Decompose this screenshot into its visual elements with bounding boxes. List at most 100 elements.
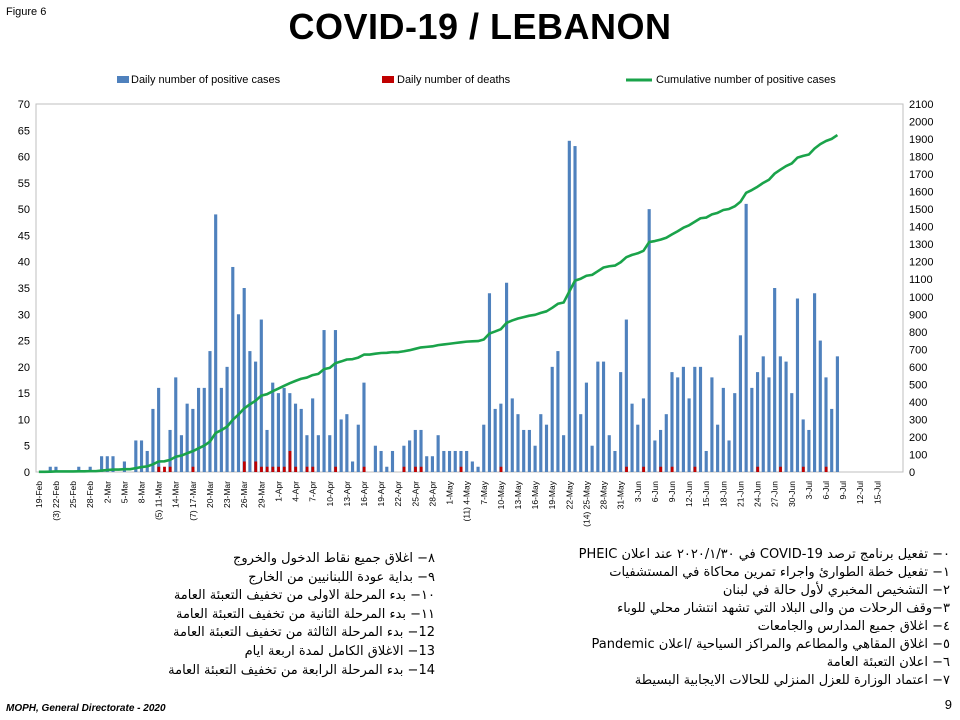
cases-bar: [316, 435, 320, 472]
cases-bar: [419, 429, 423, 472]
y-left-tick-label: 55: [18, 178, 30, 190]
cases-bar: [778, 356, 782, 472]
deaths-bar: [402, 466, 406, 472]
x-tick-label: 3-Jul: [804, 481, 814, 500]
cases-bar: [265, 429, 269, 472]
cumulative-line: [38, 133, 839, 474]
cases-bar: [716, 424, 720, 472]
cases-bar: [333, 330, 338, 472]
x-tick-label: 8-Mar: [137, 481, 147, 503]
cases-bar: [727, 440, 731, 472]
plot-area: [35, 103, 904, 473]
deaths-bar: [277, 466, 280, 472]
cases-bar: [687, 398, 691, 472]
legend-swatch-deaths: [382, 76, 394, 83]
cases-bar: [413, 429, 417, 472]
x-tick-label: 25-Feb: [68, 481, 78, 508]
cases-bar: [390, 450, 395, 472]
x-tick-label: 26-Mar: [239, 481, 249, 508]
cases-bar: [835, 356, 839, 472]
y-left-tick-label: 35: [18, 283, 30, 295]
x-tick-label: 19-Apr: [376, 481, 386, 507]
y-right-tick-label: 2100: [909, 99, 933, 111]
x-tick-label: 25-Apr: [410, 481, 420, 507]
cases-bar: [818, 340, 822, 472]
y-right-tick-label: 1300: [909, 239, 933, 251]
deaths-bar: [265, 466, 269, 472]
x-tick-label: 14-Mar: [171, 481, 181, 508]
cases-bar: [105, 456, 109, 472]
note-item: ٠− تفعيل برنامج ترصد COVID-19 في ٢٠٢٠/١/…: [578, 547, 950, 562]
deaths-bar: [693, 466, 697, 472]
note-item: ٥− اغلاق المقاهي والمطاعم والمراكز السيا…: [591, 637, 950, 652]
y-right-tick-label: 100: [909, 449, 927, 461]
note-item: 12− بدء المرحلة الثالثة من تخفيف التعبئة…: [173, 625, 435, 641]
y-right-tick-label: 300: [909, 414, 927, 426]
cases-bar: [339, 419, 343, 472]
cases-bar: [801, 419, 805, 472]
cases-bar: [134, 440, 138, 472]
cases-bar: [562, 435, 566, 472]
y-right-tick-label: 400: [909, 397, 927, 409]
cases-bar: [813, 293, 817, 472]
cases-bar: [824, 377, 828, 472]
cases-bar: [151, 408, 155, 472]
cases-bar: [305, 435, 309, 472]
cases-bar: [482, 424, 486, 472]
cases-bar: [385, 466, 389, 472]
cases-bar: [704, 450, 708, 472]
y-left-tick-label: 40: [18, 257, 30, 269]
x-tick-label: (5) 11-Mar: [154, 481, 164, 520]
cases-bar: [550, 366, 554, 472]
note-item: ٩− بداية عودة اللبنانيين من الخارج: [248, 569, 435, 585]
deaths-bar: [459, 466, 463, 472]
x-tick-label: 24-Jun: [753, 481, 763, 507]
legend-label-deaths: Daily number of deaths: [397, 74, 511, 86]
deaths-bar: [271, 466, 275, 472]
deaths-bar: [282, 466, 286, 472]
x-tick-label: 12-Jul: [855, 481, 865, 504]
x-tick-label: 29-Mar: [256, 481, 266, 508]
cases-bar: [362, 382, 366, 472]
y-right-tick-label: 600: [909, 362, 927, 374]
cases-bar: [139, 440, 144, 472]
x-tick-label: 2-Mar: [102, 481, 112, 503]
cases-bar: [733, 393, 737, 472]
cases-bar: [174, 377, 178, 472]
cases-bar: [584, 382, 588, 472]
cases-bar: [168, 429, 172, 472]
cases-bar: [111, 456, 115, 472]
y-left-tick-label: 60: [18, 152, 30, 164]
cases-bar: [544, 424, 549, 472]
cases-bar: [373, 445, 377, 472]
x-tick-label: 27-Jun: [770, 481, 780, 507]
figure-label: Figure 6: [6, 6, 47, 18]
deaths-bar: [362, 466, 366, 472]
x-tick-label: 31-May: [616, 480, 626, 509]
cases-bar: [807, 429, 811, 472]
x-tick-label: 3-Jun: [633, 481, 643, 503]
x-tick-label: 28-Apr: [427, 481, 437, 507]
cases-bar: [379, 450, 383, 472]
cases-bar: [641, 398, 646, 472]
legend-swatch-cases: [117, 76, 129, 83]
cases-bar: [242, 288, 246, 472]
x-tick-label: 20-Mar: [205, 481, 215, 508]
note-item: ٦− اعلان التعبئة العامة: [826, 655, 950, 670]
deaths-bar: [260, 466, 263, 472]
cases-bar: [624, 319, 628, 472]
cases-bar: [790, 393, 794, 472]
cases-bar: [254, 361, 258, 472]
deaths-bar: [305, 466, 309, 472]
x-tick-label: 16-Apr: [359, 481, 369, 507]
x-tick-label: 22-Apr: [393, 481, 403, 507]
note-item: ١− تفعيل خطة الطوارئ واجراء تمرين محاكاة…: [609, 565, 950, 580]
cases-bar: [664, 414, 668, 472]
y-right-tick-label: 1400: [909, 222, 933, 234]
y-right-tick-label: 800: [909, 327, 927, 339]
cases-bar: [447, 450, 452, 472]
cases-bar: [773, 288, 777, 472]
cases-bar: [579, 414, 583, 472]
cases-bar: [830, 408, 834, 472]
cases-bar: [647, 209, 651, 472]
